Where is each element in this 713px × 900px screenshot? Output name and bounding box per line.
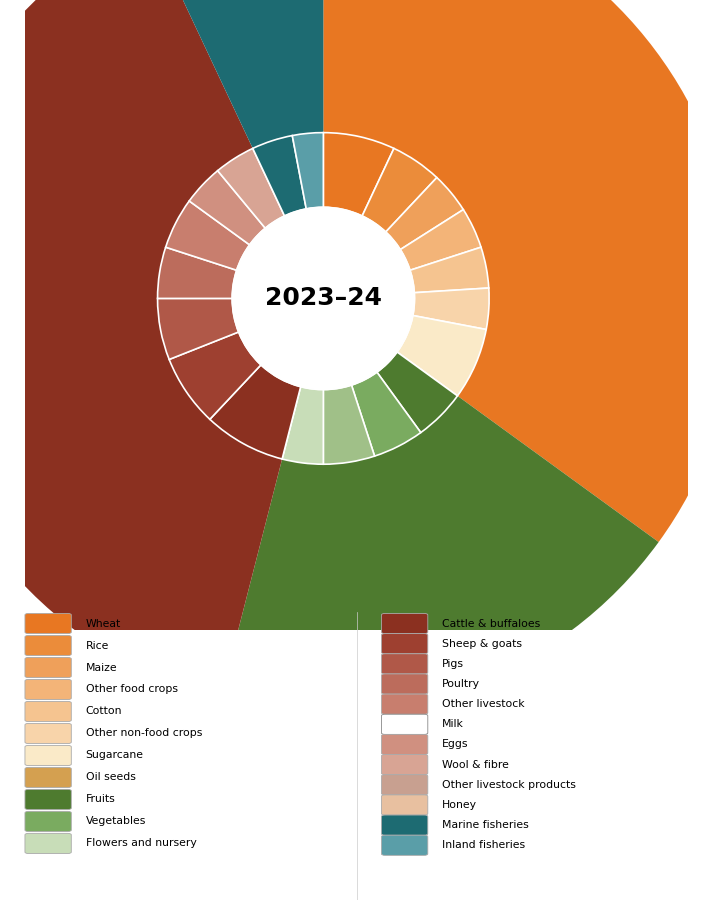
Wedge shape [362,148,437,232]
Wedge shape [210,364,301,459]
Text: Oil seeds: Oil seeds [86,772,135,782]
FancyBboxPatch shape [25,614,71,634]
Wedge shape [400,210,481,270]
Text: Vegetables: Vegetables [86,816,146,826]
Wedge shape [292,132,323,209]
FancyBboxPatch shape [381,734,428,754]
FancyBboxPatch shape [381,634,428,653]
Wedge shape [158,248,237,299]
FancyBboxPatch shape [381,715,428,734]
Text: Other livestock products: Other livestock products [442,779,576,790]
Wedge shape [386,177,463,249]
Wedge shape [0,0,323,700]
Wedge shape [410,248,489,292]
Text: Marine fisheries: Marine fisheries [442,820,529,830]
Text: Sheep & goats: Sheep & goats [442,639,522,649]
FancyBboxPatch shape [25,745,71,766]
Wedge shape [220,299,659,713]
FancyBboxPatch shape [381,754,428,775]
FancyBboxPatch shape [25,635,71,655]
Text: Poultry: Poultry [442,679,480,689]
Text: Other non-food crops: Other non-food crops [86,728,202,739]
Text: Wheat: Wheat [86,618,120,628]
FancyBboxPatch shape [381,815,428,835]
FancyBboxPatch shape [381,653,428,674]
Text: Flowers and nursery: Flowers and nursery [86,839,196,849]
Wedge shape [217,148,284,229]
FancyBboxPatch shape [25,657,71,678]
Wedge shape [323,385,374,464]
FancyBboxPatch shape [25,680,71,699]
Text: Honey: Honey [442,800,477,810]
Circle shape [232,207,414,390]
Text: Inland fisheries: Inland fisheries [442,841,525,850]
FancyBboxPatch shape [25,768,71,788]
Text: Eggs: Eggs [442,740,468,750]
Wedge shape [377,352,458,433]
FancyBboxPatch shape [381,835,428,855]
Text: Sugarcane: Sugarcane [86,751,143,760]
Text: Fruits: Fruits [86,795,116,805]
Wedge shape [282,387,323,464]
Text: 2023–24: 2023–24 [265,286,382,310]
Wedge shape [147,0,323,299]
Wedge shape [352,373,421,456]
Wedge shape [189,171,265,245]
Text: Cattle & buffaloes: Cattle & buffaloes [442,618,540,628]
FancyBboxPatch shape [381,775,428,795]
Wedge shape [169,332,261,419]
Wedge shape [323,0,713,542]
FancyBboxPatch shape [25,833,71,853]
Wedge shape [165,201,250,270]
Text: Other livestock: Other livestock [442,699,525,709]
FancyBboxPatch shape [381,694,428,715]
Text: Milk: Milk [442,719,464,729]
Text: Other food crops: Other food crops [86,685,178,695]
FancyBboxPatch shape [25,812,71,832]
Text: Rice: Rice [86,641,109,651]
Wedge shape [397,316,486,396]
Wedge shape [413,288,489,329]
Text: Maize: Maize [86,662,117,672]
FancyBboxPatch shape [381,795,428,815]
FancyBboxPatch shape [381,614,428,634]
FancyBboxPatch shape [25,724,71,743]
Wedge shape [158,299,239,359]
FancyBboxPatch shape [25,701,71,722]
FancyBboxPatch shape [381,674,428,694]
Wedge shape [323,132,394,216]
Text: Cotton: Cotton [86,706,122,716]
Text: Wool & fibre: Wool & fibre [442,760,509,770]
FancyBboxPatch shape [25,789,71,809]
Text: Pigs: Pigs [442,659,464,669]
Wedge shape [252,136,307,216]
